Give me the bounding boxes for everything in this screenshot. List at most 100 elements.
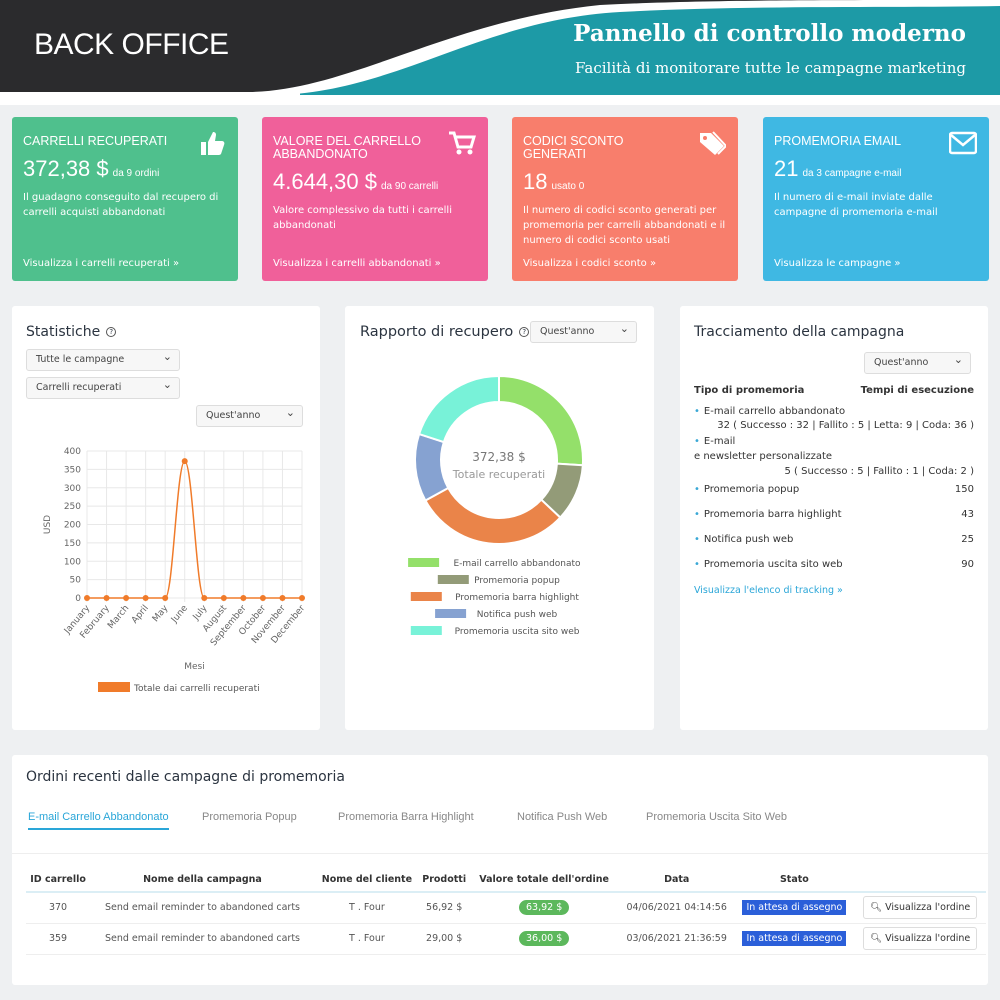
orders-title: Ordini recenti dalle campagne di promemo… xyxy=(26,769,345,785)
orders-panel: Ordini recenti dalle campagne di promemo… xyxy=(12,755,988,985)
data-point[interactable] xyxy=(162,595,169,601)
x-axis-label: Mesi xyxy=(184,662,205,672)
table-row: 359 Send email reminder to abandoned cart… xyxy=(26,923,986,955)
tab-1[interactable]: Promemoria Popup xyxy=(202,811,297,823)
table-cell: 56,92 $ xyxy=(418,892,470,924)
data-point[interactable] xyxy=(84,595,90,601)
line-chart: 050100150200250300350400JanuaryFebruaryM… xyxy=(43,447,307,694)
tracking-row: • E-mail xyxy=(694,436,735,448)
search-icon: 🔍︎ xyxy=(870,902,886,914)
help-icon[interactable]: ? xyxy=(519,327,530,337)
tab-4[interactable]: Promemoria Uscita Sito Web xyxy=(646,811,788,823)
bullet-icon: • xyxy=(694,534,700,545)
tracking-period-select[interactable]: Quest'anno xyxy=(864,352,971,374)
card-link[interactable]: Visualizza i carrelli abbandonati » xyxy=(273,258,441,269)
thumbs-up-icon xyxy=(201,132,225,155)
header-banner: BACK OFFICE Pannello di controllo modern… xyxy=(0,0,1000,105)
column-header: Prodotti xyxy=(418,867,470,893)
legend-swatch xyxy=(410,592,442,601)
x-tick-label: June xyxy=(169,603,190,626)
data-point[interactable] xyxy=(142,595,149,601)
stats-panel: Statistiche? Tutte le campagne Carrelli … xyxy=(12,306,320,730)
table-cell: T . Four xyxy=(314,923,419,955)
y-axis-label: USD xyxy=(43,515,53,534)
tracking-title: Tracciamento della campagna xyxy=(694,324,905,340)
period-select[interactable]: Quest'anno xyxy=(196,405,303,427)
card-link[interactable]: Visualizza le campagne » xyxy=(774,258,901,269)
y-tick-label: 100 xyxy=(64,557,81,567)
legend-swatch xyxy=(408,558,440,567)
tracking-row: • Promemoria popup xyxy=(694,484,799,496)
legend-label: Promemoria barra highlight xyxy=(455,593,579,603)
donut-slice[interactable] xyxy=(414,432,450,502)
data-point[interactable] xyxy=(279,595,286,601)
legend-swatch xyxy=(435,609,467,618)
column-header xyxy=(854,867,986,893)
data-point[interactable] xyxy=(259,595,266,601)
card-link[interactable]: Visualizza i codici sconto » xyxy=(523,258,657,269)
donut-center-value: 372,38 $ xyxy=(472,450,525,464)
tracking-list-link[interactable]: Visualizza l'elenco di tracking » xyxy=(694,585,843,596)
y-tick-label: 250 xyxy=(64,502,81,512)
data-point[interactable] xyxy=(103,595,110,601)
data-point[interactable] xyxy=(220,595,227,601)
tracking-row: • E-mail carrello abbandonato xyxy=(694,406,845,418)
tracking-value: 25 xyxy=(961,534,974,545)
column-header: Data xyxy=(618,867,735,893)
help-icon[interactable]: ? xyxy=(106,327,117,337)
table-cell: 29,00 $ xyxy=(418,923,470,955)
y-tick-label: 0 xyxy=(75,594,81,604)
data-point[interactable] xyxy=(181,458,188,465)
metric-select[interactable]: Carrelli recuperati xyxy=(26,377,180,399)
tab-0[interactable]: E-mail Carrello Abbandonato xyxy=(28,811,169,830)
column-header: Nome della campagna xyxy=(90,867,315,893)
tracking-value: 32 ( Successo : 32 | Fallito : 5 | Letta… xyxy=(717,420,974,431)
order-total: 36,00 $ xyxy=(518,931,570,946)
donut-slice[interactable] xyxy=(424,486,562,545)
recovery-title: Rapporto di recupero? xyxy=(360,324,530,340)
column-header: ID carrello xyxy=(26,867,91,893)
summary-card: PROMEMORIA EMAIL 21 da 3 campagne e-mail … xyxy=(763,117,989,281)
y-tick-label: 300 xyxy=(64,484,81,494)
bullet-icon: • xyxy=(694,509,700,520)
campaign-select[interactable]: Tutte le campagne xyxy=(26,349,180,371)
tracking-label: Promemoria popup xyxy=(703,484,800,495)
x-tick-label: April xyxy=(130,604,151,626)
card-description: Valore complessivo da tutti i carrelli a… xyxy=(273,205,452,231)
table-cell: 03/06/2021 21:36:59 xyxy=(618,923,735,955)
orders-table: ID carrello Nome della campagna Nome del c… xyxy=(26,867,986,955)
card-description: Il numero di codici sconto generati per … xyxy=(523,205,726,246)
tracking-value: 90 xyxy=(961,559,974,570)
y-tick-label: 350 xyxy=(64,465,81,475)
view-order-label: Visualizza l'ordine xyxy=(885,902,971,914)
legend-swatch xyxy=(98,682,130,692)
donut-chart: 372,38 $ Totale recuperati E-mail carrello… xyxy=(408,374,584,637)
summary-card: VALORE DEL CARRELLO ABBANDONATO 4.644,30… xyxy=(262,117,488,281)
data-point[interactable] xyxy=(201,595,208,601)
card-title: CODICI SCONTO GENERATI xyxy=(523,134,624,161)
tab-3[interactable]: Notifica Push Web xyxy=(517,811,608,823)
legend-label: E-mail carrello abbandonato xyxy=(453,559,581,569)
data-point[interactable] xyxy=(240,595,247,601)
card-sub: da 90 carrelli xyxy=(380,181,439,192)
recovery-period-select[interactable]: Quest'anno xyxy=(530,321,637,343)
view-order-button[interactable]: 🔍︎ Visualizza l'ordine xyxy=(863,927,978,950)
table-cell: 04/06/2021 04:14:56 xyxy=(618,892,735,924)
view-order-button[interactable]: 🔍︎ Visualizza l'ordine xyxy=(863,896,978,920)
header-title: Pannello di controllo moderno xyxy=(573,20,966,47)
bullet-icon: • xyxy=(694,484,700,495)
tracking-label: E-mail xyxy=(703,436,736,447)
tab-2[interactable]: Promemoria Barra Highlight xyxy=(338,811,474,823)
tracking-label-cont: e newsletter personalizzate xyxy=(694,451,833,462)
donut-slice[interactable] xyxy=(417,374,500,444)
donut-center-label: Totale recuperati xyxy=(452,468,545,481)
data-point[interactable] xyxy=(123,595,130,601)
card-description: Il numero di e-mail inviate dalle campag… xyxy=(774,192,938,218)
series-line xyxy=(87,460,302,599)
data-point[interactable] xyxy=(299,595,305,601)
card-title: VALORE DEL CARRELLO ABBANDONATO xyxy=(273,134,421,161)
table-cell: 359 xyxy=(26,923,91,955)
y-tick-label: 50 xyxy=(70,576,82,586)
card-link[interactable]: Visualizza i carrelli recuperati » xyxy=(23,258,180,269)
view-order-label: Visualizza l'ordine xyxy=(885,933,971,944)
